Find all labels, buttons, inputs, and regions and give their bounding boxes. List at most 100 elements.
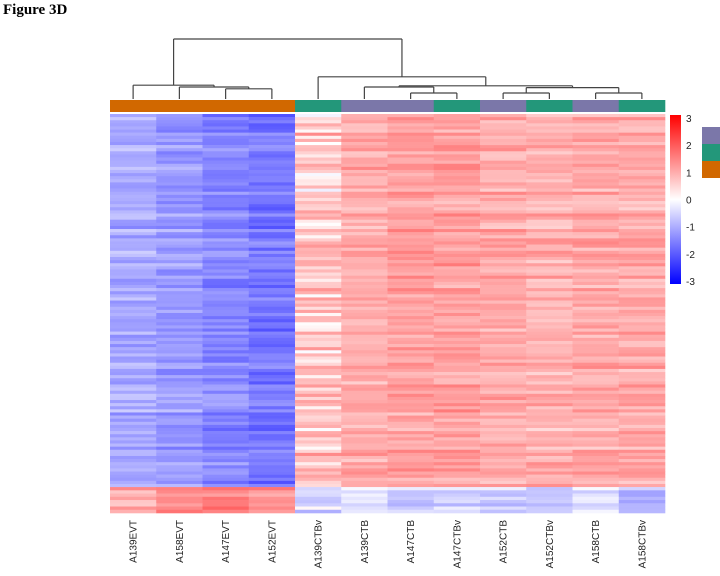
heatmap-cell <box>202 455 250 460</box>
heatmap-cell <box>341 297 388 301</box>
heatmap-cell <box>110 449 157 454</box>
heatmap-cell <box>248 390 296 395</box>
heatmap-cell <box>480 260 527 264</box>
heatmap-cell <box>618 120 666 124</box>
heatmap-cell <box>480 378 527 382</box>
heatmap-cell <box>526 440 573 444</box>
heatmap-cell <box>341 325 388 329</box>
heatmap-cell <box>572 365 620 370</box>
color-scale-tick: 0 <box>686 196 692 207</box>
heatmap-cell <box>526 471 573 475</box>
heatmap-cell <box>526 253 573 258</box>
heatmap-cell <box>480 294 527 298</box>
heatmap-cell <box>526 412 573 416</box>
color-scale-tick: -3 <box>686 277 695 288</box>
heatmap-cell <box>341 216 388 221</box>
heatmap-cell <box>202 480 250 485</box>
heatmap-cell <box>248 216 296 221</box>
column-label: A158CTB <box>591 520 602 564</box>
heatmap-cell <box>248 253 296 258</box>
heatmap-cell <box>387 173 435 177</box>
heatmap-cell <box>618 263 666 267</box>
heatmap-cell <box>156 154 203 158</box>
heatmap-cell <box>341 490 388 494</box>
heatmap-cell <box>618 278 666 283</box>
heatmap-cell <box>526 169 573 174</box>
heatmap-cell <box>433 194 481 199</box>
heatmap-cell <box>618 260 666 264</box>
heatmap-cell <box>295 474 342 479</box>
heatmap-cell <box>156 396 203 401</box>
heatmap-cell <box>433 185 481 189</box>
heatmap-cell <box>480 337 527 342</box>
heatmap-cell <box>202 238 250 242</box>
heatmap-cell <box>618 300 666 304</box>
heatmap-cell <box>618 368 666 373</box>
heatmap-cell <box>433 424 481 429</box>
heatmap-cell <box>433 403 481 407</box>
heatmap-cell <box>110 465 157 469</box>
heatmap-cell <box>341 269 388 273</box>
heatmap-cell <box>480 291 527 295</box>
heatmap-cell <box>156 368 203 373</box>
heatmap-cell <box>341 503 388 507</box>
heatmap-cell <box>526 384 573 388</box>
heatmap-cell <box>572 506 620 511</box>
heatmap-cell <box>572 312 620 317</box>
heatmap-cell <box>202 459 250 463</box>
heatmap-cell <box>480 210 527 214</box>
heatmap-cell <box>202 123 250 127</box>
heatmap-cell <box>248 132 296 137</box>
heatmap-cell <box>295 275 342 280</box>
heatmap-cell <box>480 188 527 193</box>
heatmap-cell <box>572 347 620 351</box>
heatmap-cell <box>202 154 250 158</box>
heatmap-cell <box>202 225 250 230</box>
heatmap-cell <box>618 235 666 239</box>
legend-swatch-ctb <box>702 127 720 144</box>
heatmap-cell <box>202 384 250 388</box>
heatmap-cell <box>156 440 203 444</box>
heatmap-cell <box>156 421 203 426</box>
heatmap-cell <box>110 260 157 264</box>
heatmap-cell <box>110 406 157 410</box>
heatmap-cell <box>480 151 527 155</box>
heatmap-cell <box>618 281 666 286</box>
heatmap-cell <box>526 188 573 193</box>
heatmap-cell <box>387 381 435 385</box>
heatmap-cell <box>618 403 666 407</box>
heatmap-cell <box>156 337 203 342</box>
heatmap-cell <box>341 356 388 360</box>
heatmap-cell <box>295 269 342 273</box>
heatmap-cell <box>618 312 666 317</box>
heatmap-cell <box>480 400 527 404</box>
heatmap-cell <box>156 415 203 419</box>
heatmap-cell <box>341 452 388 457</box>
heatmap-cell <box>341 126 388 130</box>
heatmap-cell <box>341 347 388 351</box>
heatmap-cell <box>341 393 388 398</box>
heatmap-cell <box>110 396 157 401</box>
heatmap-cell <box>156 266 203 270</box>
color-scale-tick: 1 <box>686 168 692 179</box>
heatmap-cell <box>433 281 481 286</box>
heatmap-cell <box>433 148 481 152</box>
heatmap-cell <box>202 462 250 466</box>
heatmap-cell <box>110 418 157 423</box>
heatmap-cell <box>110 347 157 351</box>
heatmap-cell <box>480 238 527 242</box>
heatmap-cell <box>433 160 481 165</box>
heatmap-cell <box>526 135 573 140</box>
heatmap-cell <box>156 194 203 199</box>
heatmap-cell <box>387 129 435 133</box>
heatmap-cell <box>480 418 527 423</box>
heatmap-cell <box>526 284 573 289</box>
heatmap-cell <box>480 250 527 255</box>
heatmap-cell <box>618 191 666 196</box>
heatmap-cell <box>248 378 296 382</box>
heatmap-cell <box>526 173 573 177</box>
heatmap-cell <box>618 406 666 410</box>
heatmap-cell <box>202 141 250 146</box>
heatmap-cell <box>156 160 203 165</box>
